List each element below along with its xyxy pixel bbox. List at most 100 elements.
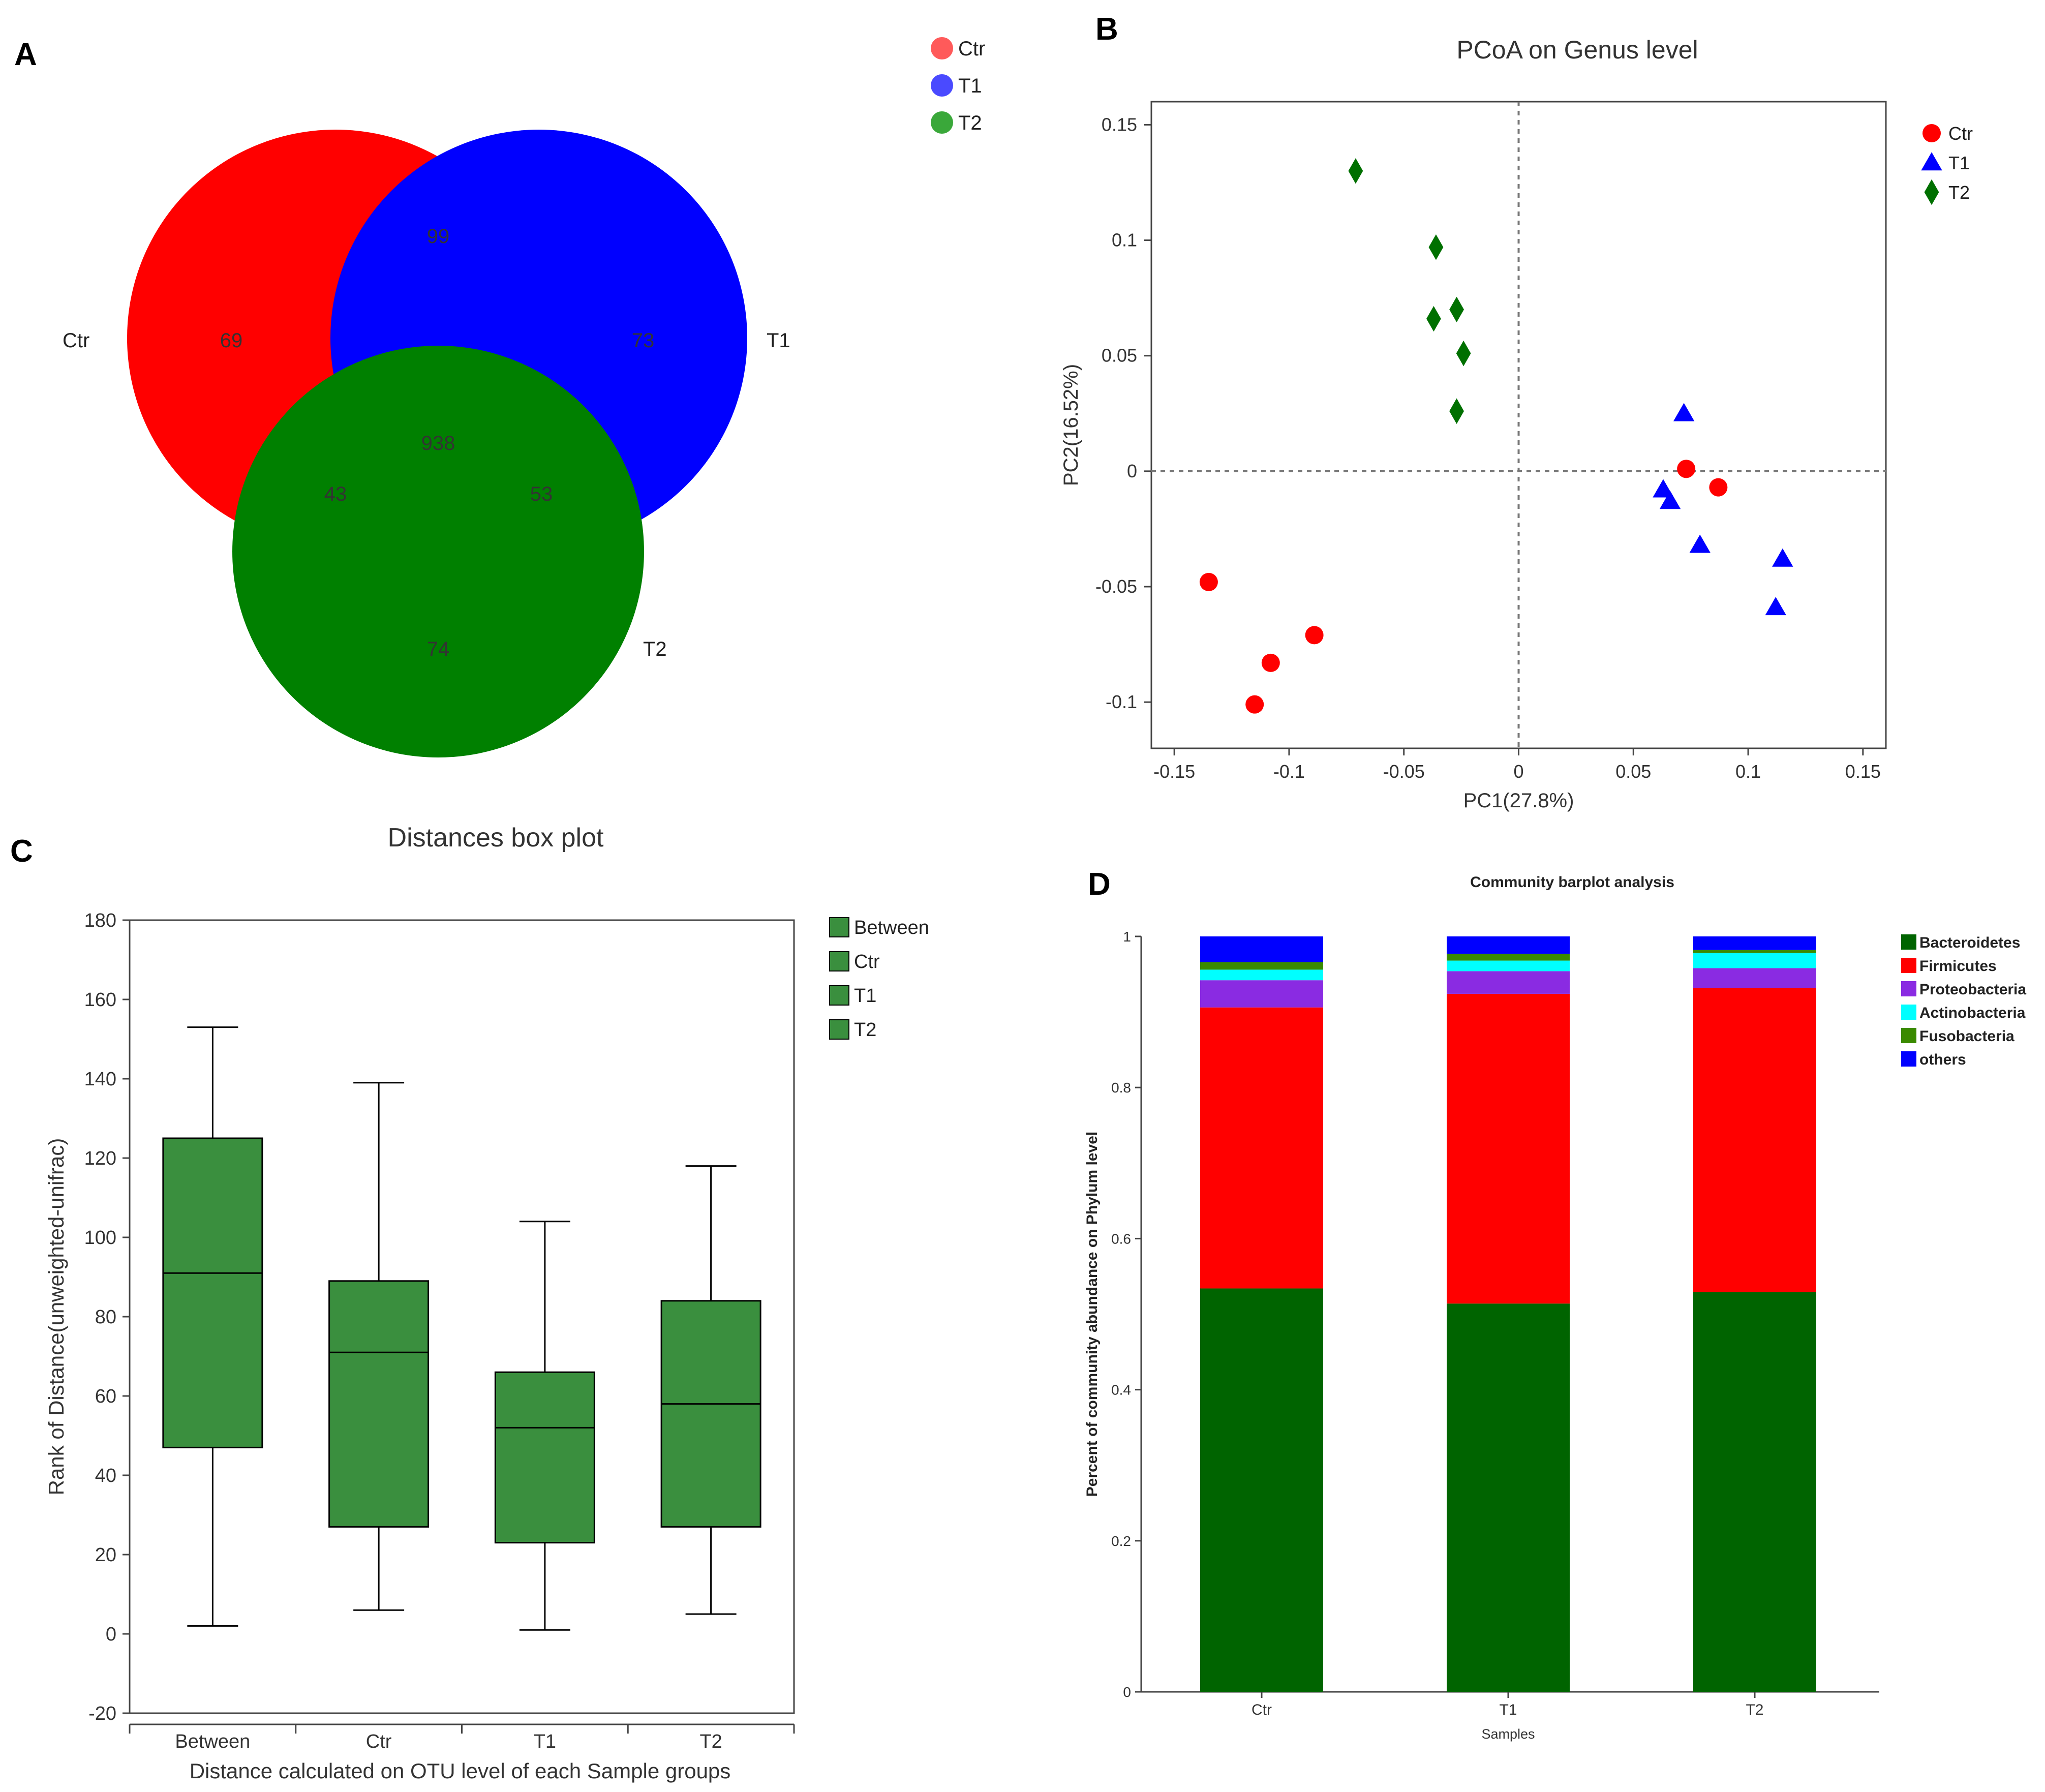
legend-label: Bacteroidetes — [1919, 934, 2020, 951]
bar-segment-firmicutes — [1200, 1007, 1323, 1289]
y-tick-label: -20 — [88, 1703, 116, 1724]
x-tick-label: 0.15 — [1845, 761, 1881, 782]
bar-segment-proteobacteria — [1447, 971, 1570, 994]
legend-marker-t2 — [1924, 179, 1939, 205]
y-tick-label: -0.05 — [1095, 576, 1137, 597]
legend-label: T1 — [1948, 153, 1970, 173]
point-t2 — [1428, 234, 1444, 260]
legend-swatch-actinobacteria — [1901, 1005, 1916, 1020]
legend-label: Ctr — [854, 951, 880, 973]
legend-marker-ctr — [1922, 124, 1941, 142]
point-t1 — [1689, 534, 1711, 553]
x-tick-label: -0.1 — [1273, 761, 1305, 782]
legend-label: T1 — [958, 75, 982, 97]
legend-label: Ctr — [1948, 123, 1973, 144]
legend-swatch — [829, 985, 849, 1006]
point-ctr — [1677, 460, 1696, 478]
legend-label: T2 — [1948, 182, 1970, 203]
boxplot-panel: Distances box plot -20 0 20 40 60 80 100 120 140 1… — [44, 823, 929, 1783]
y-tick-label: 180 — [84, 910, 116, 931]
y-axis-label: Percent of community abundance on Phylum… — [1084, 1132, 1101, 1497]
y-tick-label: 0.4 — [1111, 1382, 1131, 1398]
box-between — [162, 1137, 263, 1448]
bar-segment-actinobacteria — [1693, 953, 1816, 968]
y-axis-label: Rank of Distance(unweighted-unifrac) — [44, 1138, 68, 1496]
bar-segment-actinobacteria — [1447, 960, 1570, 971]
legend-label: Firmicutes — [1919, 958, 1997, 975]
bar-segment-bacteroidetes — [1447, 1303, 1570, 1692]
legend-label: Proteobacteria — [1919, 981, 2026, 998]
x-tick-label: T1 — [1499, 1702, 1517, 1718]
legend-label: Ctr — [958, 38, 985, 60]
x-tick-label: T2 — [699, 1731, 722, 1752]
box-t2 — [660, 1300, 761, 1528]
y-tick-label: -0.1 — [1106, 691, 1137, 712]
panel-label-b: B — [1095, 12, 1118, 47]
y-tick-label: 0.6 — [1111, 1231, 1131, 1247]
venn-region-count: 69 — [220, 329, 243, 352]
pcoa-panel: PCoA on Genus level -0.15 -0.1 -0.05 0 0.05 0.… — [1060, 36, 1973, 812]
venn-circle-t2 — [232, 346, 644, 757]
legend-swatch-bacteroidetes — [1901, 934, 1916, 950]
venn-region-count: 74 — [427, 638, 450, 660]
venn-region-count: 938 — [421, 432, 455, 454]
bar-segment-others — [1200, 936, 1323, 962]
x-tick-label: Ctr — [1252, 1702, 1272, 1718]
x-axis-label: Distance calculated on OTU level of each… — [190, 1759, 731, 1783]
y-tick-label: 100 — [84, 1227, 116, 1249]
venn-region-count: 99 — [427, 225, 450, 248]
legend-swatch — [829, 1019, 849, 1040]
bar-segment-fusobacteria — [1693, 950, 1816, 953]
bar-segment-firmicutes — [1447, 993, 1570, 1304]
x-tick-label: -0.15 — [1153, 761, 1195, 782]
x-tick-label: T2 — [1746, 1702, 1763, 1718]
y-tick-label: 40 — [95, 1465, 116, 1486]
y-tick-label: 0.2 — [1111, 1533, 1131, 1549]
legend-swatch — [829, 951, 849, 971]
legend-marker-ctr — [931, 37, 953, 59]
venn-region-count: 73 — [632, 329, 655, 352]
point-t2 — [1449, 398, 1464, 424]
y-tick-label: 0 — [106, 1624, 116, 1645]
x-tick-label: Between — [175, 1731, 250, 1752]
point-t2 — [1348, 158, 1363, 184]
y-tick-label: 1 — [1123, 929, 1131, 945]
venn-panel: Ctr T1 T2 69 73 74 99 43 53 938 Ctr T1 T2 — [63, 37, 985, 757]
legend-swatch — [829, 917, 849, 937]
point-ctr — [1199, 572, 1218, 591]
legend-marker-t1 — [931, 74, 953, 97]
y-axis-label: PC2(16.52%) — [1060, 364, 1082, 486]
x-axis-label: PC1(27.8%) — [1463, 789, 1574, 812]
legend-label: Actinobacteria — [1919, 1005, 2026, 1021]
legend-label: T1 — [854, 985, 876, 1007]
x-tick-label: -0.05 — [1383, 761, 1425, 782]
y-tick-label: 0.05 — [1102, 345, 1137, 366]
point-t2 — [1456, 340, 1471, 367]
y-tick-label: 20 — [95, 1544, 116, 1566]
y-tick-label: 140 — [84, 1069, 116, 1090]
venn-region-count: 43 — [324, 483, 347, 505]
panel-label-c: C — [10, 834, 33, 869]
bar-segment-actinobacteria — [1200, 969, 1323, 981]
bar-segment-fusobacteria — [1200, 962, 1323, 970]
legend-label: T2 — [958, 112, 982, 134]
legend-marker-t2 — [931, 111, 953, 134]
legend-swatch-others — [1901, 1051, 1916, 1067]
legend-label: Between — [854, 917, 929, 938]
box-ctr — [328, 1280, 430, 1528]
y-tick-label: 0 — [1123, 1684, 1131, 1700]
bar-segment-bacteroidetes — [1200, 1288, 1323, 1692]
point-t2 — [1426, 306, 1441, 332]
point-t1 — [1653, 479, 1674, 498]
x-tick-label: 0.1 — [1735, 761, 1761, 782]
point-t1 — [1765, 597, 1786, 616]
point-ctr — [1709, 478, 1728, 497]
x-tick-label: 0.05 — [1615, 761, 1651, 782]
barplot-panel: Community barplot analysis 0 0.2 0.4 0.6 0.8 1… — [1084, 874, 2026, 1742]
point-t1 — [1772, 548, 1793, 567]
bar-segment-bacteroidetes — [1693, 1292, 1816, 1692]
bar-segment-others — [1693, 936, 1816, 950]
chart-title: PCoA on Genus level — [1456, 36, 1698, 64]
x-tick-label: T1 — [534, 1731, 556, 1752]
